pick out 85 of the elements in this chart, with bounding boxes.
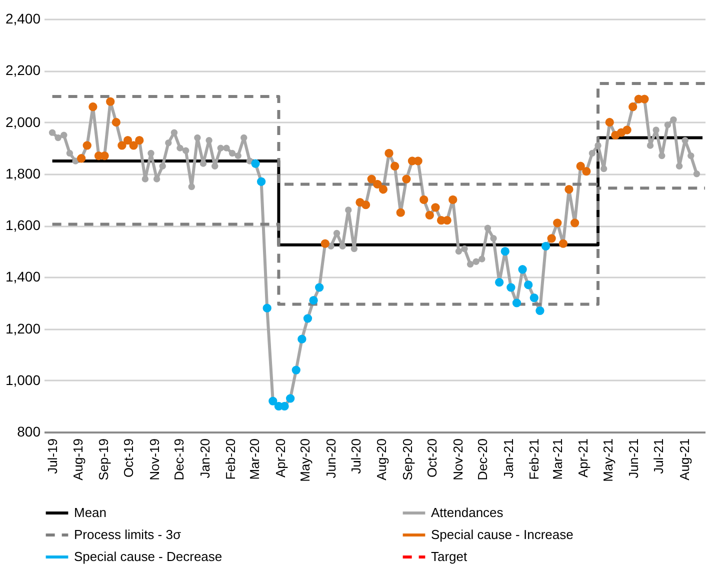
point — [148, 150, 154, 157]
point — [688, 152, 694, 160]
point — [211, 162, 218, 170]
point — [658, 152, 666, 160]
point — [594, 142, 602, 149]
x-tick-label: Feb-20 — [223, 438, 238, 480]
point — [664, 121, 672, 128]
point — [350, 245, 358, 252]
point — [484, 224, 492, 232]
point — [194, 134, 201, 142]
legend-label: Target — [431, 549, 468, 564]
point — [159, 162, 166, 170]
point — [676, 162, 683, 170]
point — [693, 170, 700, 178]
x-tick-label: Jul-21 — [651, 438, 666, 474]
point — [339, 242, 346, 250]
legend-label: Mean — [74, 505, 107, 520]
point — [60, 132, 68, 139]
point — [234, 152, 242, 160]
x-tick-label: Nov-19 — [146, 438, 162, 480]
x-tick-label: Jun-21 — [626, 438, 642, 478]
x-tick-label: Apr-20 — [272, 438, 288, 478]
x-tick-label: Feb-21 — [526, 438, 542, 480]
point — [472, 258, 480, 265]
legend-label: Special cause - Decrease — [74, 549, 222, 564]
x-tick-label: Dec-19 — [172, 438, 187, 480]
point — [200, 160, 207, 167]
x-tick-label: Aug-19 — [70, 438, 86, 480]
point — [66, 150, 74, 157]
legend-label: Attendances — [431, 505, 504, 520]
x-tick-label: Jul-20 — [348, 438, 364, 474]
x-tick-label: Mar-21 — [550, 438, 565, 480]
point — [682, 136, 688, 144]
point — [455, 248, 462, 255]
point — [188, 183, 195, 190]
y-tick-label: 2,400 — [5, 10, 41, 26]
point — [217, 144, 224, 152]
x-tick-label: May-20 — [298, 438, 313, 482]
x-tick-label: Sep-20 — [400, 438, 415, 480]
point — [54, 134, 62, 142]
y-tick-label: 1,200 — [5, 320, 41, 336]
x-tick-label: Aug-20 — [374, 438, 390, 480]
x-tick-label: Jan-20 — [197, 438, 212, 478]
y-tick-label: 800 — [17, 424, 41, 440]
x-tick-label: Dec-20 — [475, 438, 490, 480]
point — [170, 129, 178, 136]
x-tick-label: Jul-19 — [44, 438, 60, 474]
point — [345, 206, 352, 214]
point — [142, 176, 149, 182]
point — [490, 235, 497, 242]
y-tick-label: 1,400 — [5, 268, 41, 285]
y-tick-label: 1,800 — [5, 165, 41, 182]
x-tick-label: Nov-20 — [450, 438, 466, 480]
point — [588, 150, 596, 157]
x-tick-label: Jun-20 — [323, 438, 338, 478]
point — [153, 176, 160, 182]
x-tick-label: Oct-20 — [424, 438, 440, 478]
point — [223, 144, 230, 152]
point — [165, 140, 172, 146]
x-tick-label: Apr-21 — [576, 438, 591, 478]
point — [652, 126, 660, 134]
x-tick-label: May-21 — [600, 438, 616, 482]
point — [182, 147, 190, 154]
point — [176, 144, 184, 152]
x-tick-label: Mar-20 — [247, 438, 262, 480]
point — [461, 245, 468, 252]
x-tick-label: Aug-21 — [676, 438, 692, 480]
point — [646, 142, 654, 149]
x-tick-label: Sep-19 — [96, 438, 112, 480]
y-tick-label: 1,600 — [5, 217, 41, 233]
point — [206, 136, 212, 144]
legend-label: Process limits - 3σ — [74, 527, 181, 542]
point — [478, 256, 486, 262]
x-tick-label: Oct-19 — [121, 438, 136, 478]
point — [600, 165, 608, 172]
legend-label: Special cause - Increase — [431, 527, 574, 542]
y-tick-label: 2,200 — [5, 62, 41, 78]
point — [240, 134, 248, 142]
point — [466, 260, 474, 268]
y-tick-label: 1,000 — [5, 372, 41, 388]
point — [670, 116, 677, 124]
x-tick-label: Jan-21 — [500, 438, 516, 478]
point — [48, 129, 56, 136]
point — [228, 150, 236, 157]
y-tick-label: 2,000 — [5, 114, 41, 130]
